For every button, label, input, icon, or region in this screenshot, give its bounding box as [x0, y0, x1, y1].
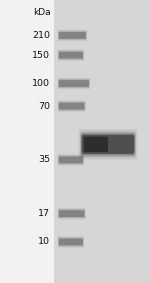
Text: 10: 10 — [38, 237, 50, 246]
FancyBboxPatch shape — [59, 239, 83, 245]
Text: 35: 35 — [38, 155, 50, 164]
FancyBboxPatch shape — [58, 237, 84, 246]
FancyBboxPatch shape — [58, 208, 86, 219]
FancyBboxPatch shape — [58, 236, 84, 248]
FancyBboxPatch shape — [58, 79, 90, 88]
FancyBboxPatch shape — [59, 32, 86, 39]
Text: 17: 17 — [38, 209, 50, 218]
Text: 210: 210 — [32, 31, 50, 40]
FancyBboxPatch shape — [59, 52, 83, 59]
FancyBboxPatch shape — [59, 80, 89, 87]
FancyBboxPatch shape — [81, 133, 135, 156]
Text: kDa: kDa — [33, 8, 50, 17]
FancyBboxPatch shape — [59, 156, 83, 163]
FancyBboxPatch shape — [58, 209, 85, 218]
FancyBboxPatch shape — [58, 31, 87, 40]
FancyBboxPatch shape — [58, 78, 90, 89]
Text: 100: 100 — [32, 79, 50, 88]
FancyBboxPatch shape — [84, 137, 108, 152]
FancyBboxPatch shape — [59, 103, 84, 110]
FancyBboxPatch shape — [80, 131, 136, 157]
FancyBboxPatch shape — [59, 210, 84, 217]
FancyBboxPatch shape — [58, 102, 85, 111]
Bar — [0, 0, 54, 283]
FancyBboxPatch shape — [58, 51, 84, 60]
Bar — [54, 0, 150, 283]
FancyBboxPatch shape — [58, 154, 84, 166]
Text: 150: 150 — [32, 51, 50, 60]
FancyBboxPatch shape — [58, 30, 87, 41]
Bar — [61, 0, 148, 127]
Text: 70: 70 — [38, 102, 50, 111]
FancyBboxPatch shape — [58, 50, 84, 61]
FancyBboxPatch shape — [58, 155, 84, 164]
FancyBboxPatch shape — [79, 129, 137, 160]
FancyBboxPatch shape — [82, 135, 134, 154]
FancyBboxPatch shape — [58, 100, 86, 112]
